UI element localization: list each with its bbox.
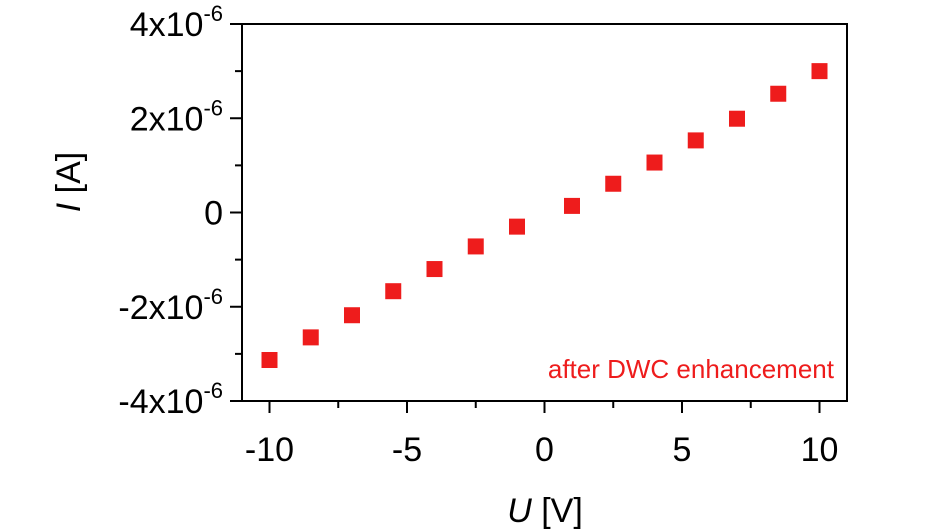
y-tick-label: 0: [204, 195, 223, 233]
data-point: [770, 85, 787, 102]
data-point: [385, 283, 402, 300]
data-point: [344, 307, 360, 324]
x-tick-label: 5: [673, 431, 692, 469]
data-point: [687, 132, 704, 149]
x-tick-label: -10: [245, 431, 294, 469]
annotation-label: after DWC enhancement: [548, 354, 835, 384]
data-point: [467, 238, 484, 255]
data-point: [426, 261, 443, 278]
x-tick-label: 0: [535, 431, 554, 469]
axis-ticks: [230, 23, 821, 413]
y-tick-label: -4x10-6: [118, 378, 223, 421]
x-tick-label: 10: [801, 431, 839, 469]
y-axis-title: I [A]: [50, 152, 88, 212]
data-point: [646, 154, 663, 171]
x-axis-title: U [V]: [507, 492, 583, 530]
y-tick-label: 2x10-6: [130, 95, 223, 138]
data-point: [509, 218, 525, 235]
y-tick-label: -2x10-6: [118, 284, 223, 327]
data-points: [261, 63, 828, 369]
y-tick-label: 4x10-6: [130, 1, 223, 44]
plot-frame: [241, 23, 848, 402]
x-tick-labels: -10 -5 0 5 10: [245, 431, 838, 469]
x-tick-label: -5: [392, 431, 422, 469]
data-point: [729, 110, 745, 127]
data-point: [302, 329, 319, 346]
y-tick-labels: -4x10-6 -2x10-6 0 2x10-6 4x10-6: [118, 1, 223, 421]
data-point: [605, 175, 622, 192]
data-point: [811, 63, 828, 80]
data-point: [564, 197, 580, 214]
data-point: [261, 352, 278, 369]
